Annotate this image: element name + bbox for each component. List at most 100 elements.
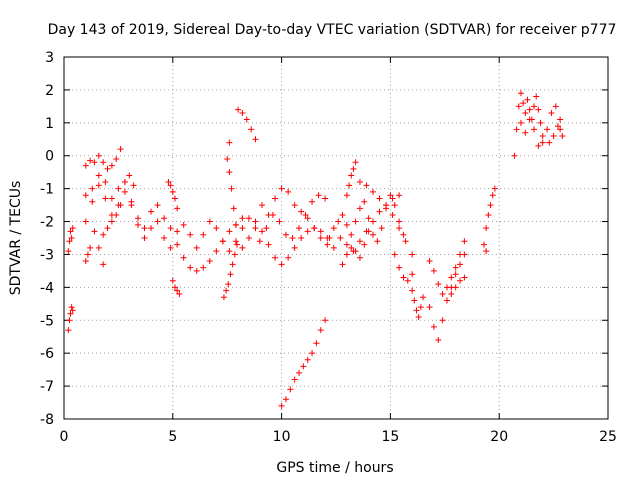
data-point — [248, 126, 255, 133]
data-point — [108, 162, 115, 169]
data-point — [287, 386, 294, 393]
tick-labels: 0 5 10 15 20 25 -8 -7 -6 -5 -4 -3 -2 -1 0 1 2 3 — [40, 50, 617, 445]
data-point — [66, 238, 73, 245]
data-point — [309, 198, 316, 205]
data-point — [383, 202, 390, 209]
data-point — [322, 195, 329, 202]
data-point — [265, 241, 272, 248]
data-point — [174, 228, 181, 235]
data-point — [278, 402, 285, 409]
data-point — [326, 235, 333, 241]
data-point — [335, 218, 342, 225]
data-point — [235, 106, 242, 113]
data-point — [87, 244, 94, 251]
data-point — [206, 218, 213, 225]
y-axis-label: SDTVAR / TECUs — [8, 181, 24, 296]
y-tick-label: -8 — [40, 412, 54, 428]
data-point — [343, 221, 350, 228]
data-point — [513, 126, 520, 133]
data-point — [298, 208, 305, 215]
data-point — [317, 235, 324, 241]
data-point — [337, 235, 344, 241]
data-point — [361, 241, 368, 248]
data-point — [165, 179, 172, 186]
data-point — [100, 261, 107, 268]
data-point — [317, 228, 324, 235]
data-point — [180, 254, 187, 261]
data-point — [65, 327, 72, 334]
data-point — [369, 188, 376, 195]
data-point — [511, 152, 518, 159]
data-point — [365, 228, 372, 235]
data-point — [391, 202, 398, 209]
data-point — [95, 182, 102, 189]
data-point — [229, 261, 236, 268]
data-point — [531, 103, 538, 110]
x-tick-label: 10 — [273, 429, 291, 445]
data-point — [100, 159, 107, 166]
x-tick-label: 20 — [490, 429, 508, 445]
data-point — [330, 244, 337, 251]
data-point — [526, 106, 533, 113]
data-point — [239, 225, 246, 232]
data-point — [148, 225, 155, 232]
data-point — [226, 248, 233, 255]
data-point — [515, 103, 522, 110]
data-point — [148, 208, 155, 215]
data-point — [67, 228, 74, 235]
data-point — [443, 297, 450, 304]
data-point — [452, 284, 459, 291]
data-point — [187, 264, 194, 271]
data-point — [95, 172, 102, 179]
data-point — [167, 182, 174, 189]
data-point — [296, 225, 303, 232]
data-point — [104, 165, 111, 172]
data-point — [68, 304, 75, 311]
data-point — [130, 182, 137, 189]
data-point — [489, 192, 496, 199]
data-point — [87, 157, 94, 164]
data-point — [374, 238, 381, 245]
data-point — [225, 281, 232, 288]
data-point — [161, 235, 168, 241]
data-point — [263, 225, 270, 232]
data-point — [171, 284, 178, 291]
data-point — [522, 129, 529, 136]
data-point — [169, 277, 176, 284]
data-point — [352, 248, 359, 255]
data-point — [480, 241, 487, 248]
data-point — [322, 317, 329, 324]
data-point — [232, 238, 239, 245]
data-point — [141, 235, 148, 241]
data-point — [226, 228, 233, 235]
data-point — [457, 261, 464, 268]
data-point — [537, 119, 544, 126]
data-point — [356, 238, 363, 245]
data-point — [356, 205, 363, 212]
y-tick-label: -6 — [40, 346, 54, 362]
data-point — [535, 106, 542, 113]
data-point — [363, 182, 370, 189]
data-point — [557, 116, 564, 123]
data-point — [522, 109, 529, 116]
data-point — [461, 238, 468, 245]
data-point — [167, 225, 174, 232]
data-point — [346, 182, 353, 189]
data-point — [396, 225, 403, 232]
data-point — [365, 215, 372, 222]
data-point — [245, 235, 252, 241]
data-point — [298, 235, 305, 241]
data-point — [100, 231, 107, 238]
data-point — [352, 218, 359, 225]
data-point — [300, 363, 307, 370]
data-point — [554, 123, 561, 130]
data-point — [343, 251, 350, 258]
data-point — [517, 90, 524, 97]
data-point — [389, 211, 396, 218]
data-point — [239, 215, 246, 222]
data-point — [66, 317, 73, 324]
data-point — [485, 211, 492, 218]
data-point — [67, 310, 74, 317]
data-point — [544, 126, 551, 133]
data-point — [378, 225, 385, 232]
